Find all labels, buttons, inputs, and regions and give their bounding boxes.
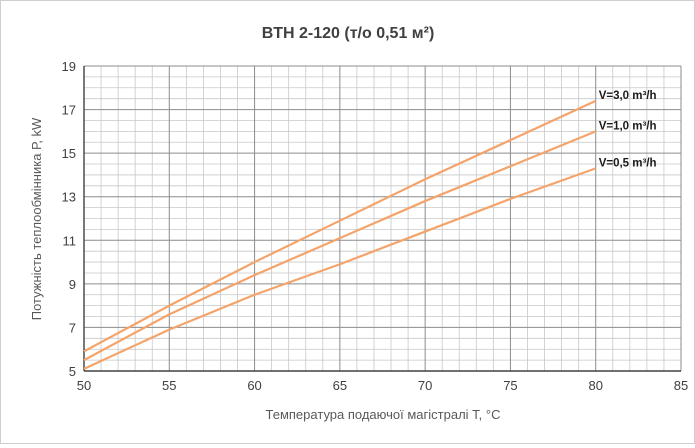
series-label-2: V=0,5 m³/h	[599, 157, 657, 169]
series-line-2	[83, 167, 597, 370]
y-tick-label: 13	[62, 190, 76, 205]
series-label-0: V=3,0 m³/h	[599, 90, 657, 102]
series-label-1: V=1,0 m³/h	[599, 120, 657, 132]
y-tick-label: 19	[62, 59, 76, 74]
x-tick-label: 60	[247, 378, 261, 393]
y-axis-title: Потужність теплообмінника Р, kW	[29, 117, 44, 320]
x-tick-label: 65	[333, 378, 347, 393]
y-tick-label: 7	[69, 320, 76, 335]
y-tick-label: 17	[62, 103, 76, 118]
series-line-1	[83, 130, 597, 362]
x-tick-label: 70	[418, 378, 432, 393]
x-tick-label: 50	[77, 378, 91, 393]
x-tick-label: 85	[674, 378, 688, 393]
y-tick-label: 9	[69, 277, 76, 292]
y-tick-label: 5	[69, 364, 76, 379]
x-tick-label: 75	[503, 378, 517, 393]
series-line-0	[83, 99, 597, 353]
x-axis-title: Температура подаючої магістралі Т, °С	[266, 407, 501, 422]
chart-title: BTH 2-120 (т/о 0,51 м²)	[262, 25, 435, 42]
x-tick-label: 80	[588, 378, 602, 393]
y-tick-label: 15	[62, 146, 76, 161]
y-tick-label: 11	[63, 233, 77, 248]
x-tick-label: 55	[162, 378, 176, 393]
